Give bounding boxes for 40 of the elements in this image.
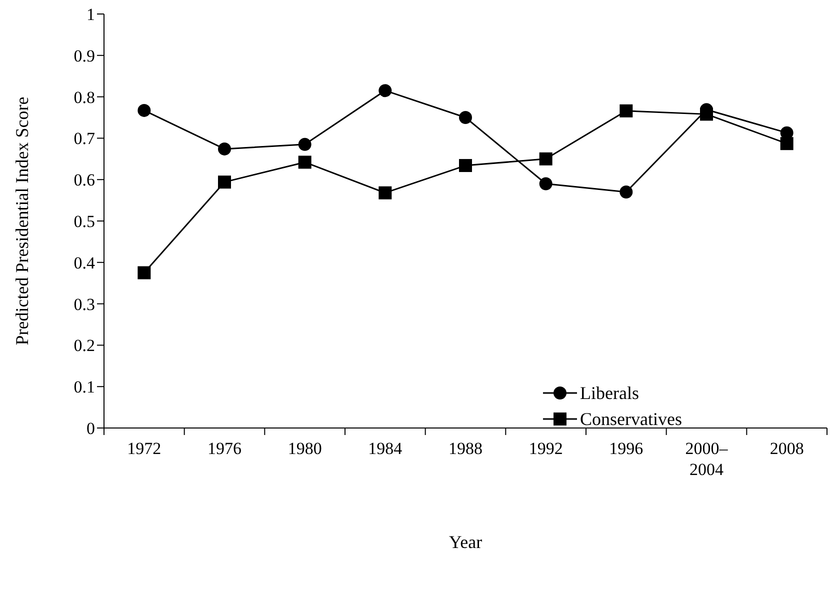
x-tick-label: 1988	[448, 439, 482, 458]
point	[780, 126, 794, 140]
x-tick-label: 1996	[609, 439, 644, 458]
y-tick-label: 0.8	[74, 88, 95, 107]
point	[780, 137, 794, 150]
y-tick-label: 0.4	[74, 253, 96, 272]
x-tick-label: 1992	[528, 439, 563, 458]
point	[620, 186, 633, 199]
y-tick-label: 0.9	[74, 46, 95, 66]
point	[539, 177, 552, 190]
x-tick-label: 1972	[127, 439, 162, 458]
legend-label: Liberals	[580, 382, 639, 404]
point	[138, 266, 151, 280]
y-axis-title: Predicted Presidential Index Score	[12, 96, 32, 346]
point	[459, 111, 472, 124]
x-tick-label: 1984	[368, 439, 403, 458]
legend-label: Conservatives	[580, 408, 682, 430]
x-tick-label: 1980	[288, 439, 322, 458]
point	[138, 104, 151, 117]
y-tick-label: 0.7	[74, 129, 96, 148]
y-tick-label: 0.1	[74, 378, 95, 397]
point	[298, 156, 312, 169]
point	[459, 159, 472, 172]
x-tick-label: 2000–2004	[685, 439, 728, 479]
point	[378, 186, 392, 200]
x-tick-label: 1976	[208, 439, 242, 458]
y-tick-label: 0.6	[74, 170, 95, 190]
point	[539, 152, 552, 166]
point	[218, 176, 231, 189]
x-tick-label: 2008	[770, 439, 804, 458]
y-tick-label: 0	[86, 419, 95, 438]
y-tick-label: 0.2	[74, 336, 95, 356]
y-tick-label: 1	[86, 5, 95, 24]
point	[298, 138, 312, 151]
y-tick-label: 0.5	[74, 212, 95, 232]
y-tick-label: 0.3	[74, 294, 95, 314]
x-axis-title: Year	[448, 532, 482, 552]
point	[620, 104, 633, 118]
point	[378, 84, 392, 98]
point	[218, 142, 231, 156]
